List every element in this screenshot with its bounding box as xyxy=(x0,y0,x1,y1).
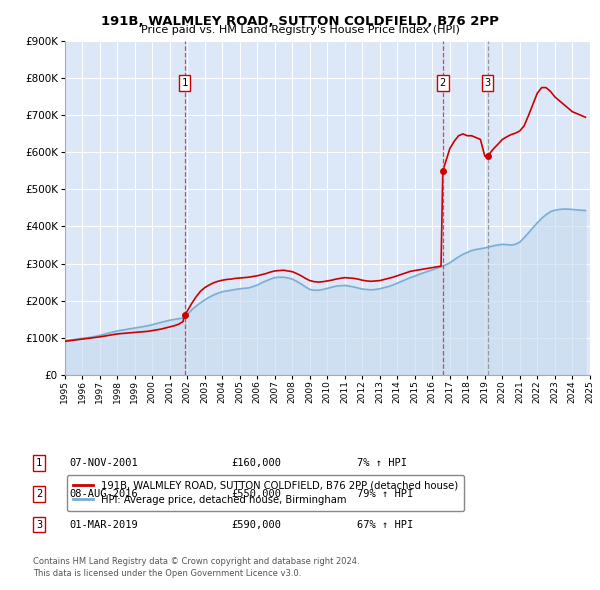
Text: 1: 1 xyxy=(182,78,188,88)
Text: 08-AUG-2016: 08-AUG-2016 xyxy=(69,489,138,499)
Text: 7% ↑ HPI: 7% ↑ HPI xyxy=(357,458,407,468)
Text: 3: 3 xyxy=(484,78,491,88)
Text: 01-MAR-2019: 01-MAR-2019 xyxy=(69,520,138,529)
Text: This data is licensed under the Open Government Licence v3.0.: This data is licensed under the Open Gov… xyxy=(33,569,301,578)
Text: 79% ↑ HPI: 79% ↑ HPI xyxy=(357,489,413,499)
Text: 2: 2 xyxy=(440,78,446,88)
Text: Contains HM Land Registry data © Crown copyright and database right 2024.: Contains HM Land Registry data © Crown c… xyxy=(33,558,359,566)
Text: 191B, WALMLEY ROAD, SUTTON COLDFIELD, B76 2PP: 191B, WALMLEY ROAD, SUTTON COLDFIELD, B7… xyxy=(101,15,499,28)
Text: £550,000: £550,000 xyxy=(231,489,281,499)
Text: 1: 1 xyxy=(36,458,42,468)
Text: 07-NOV-2001: 07-NOV-2001 xyxy=(69,458,138,468)
Text: £160,000: £160,000 xyxy=(231,458,281,468)
Text: 3: 3 xyxy=(36,520,42,529)
Text: £590,000: £590,000 xyxy=(231,520,281,529)
Text: 67% ↑ HPI: 67% ↑ HPI xyxy=(357,520,413,529)
Legend: 191B, WALMLEY ROAD, SUTTON COLDFIELD, B76 2PP (detached house), HPI: Average pri: 191B, WALMLEY ROAD, SUTTON COLDFIELD, B7… xyxy=(67,474,464,511)
Text: Price paid vs. HM Land Registry's House Price Index (HPI): Price paid vs. HM Land Registry's House … xyxy=(140,25,460,35)
Text: 2: 2 xyxy=(36,489,42,499)
